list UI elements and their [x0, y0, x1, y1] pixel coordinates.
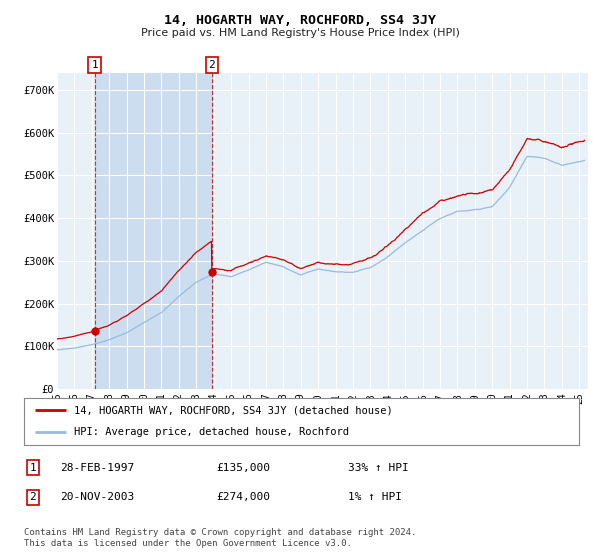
Text: 1% ↑ HPI: 1% ↑ HPI	[348, 492, 402, 502]
Text: 2: 2	[208, 60, 215, 70]
Text: 1: 1	[91, 60, 98, 70]
Text: Contains HM Land Registry data © Crown copyright and database right 2024.
This d: Contains HM Land Registry data © Crown c…	[24, 528, 416, 548]
Text: 33% ↑ HPI: 33% ↑ HPI	[348, 463, 409, 473]
Text: £135,000: £135,000	[216, 463, 270, 473]
Text: £274,000: £274,000	[216, 492, 270, 502]
Text: 28-FEB-1997: 28-FEB-1997	[60, 463, 134, 473]
Text: Price paid vs. HM Land Registry's House Price Index (HPI): Price paid vs. HM Land Registry's House …	[140, 28, 460, 38]
Text: 14, HOGARTH WAY, ROCHFORD, SS4 3JY (detached house): 14, HOGARTH WAY, ROCHFORD, SS4 3JY (deta…	[74, 405, 392, 416]
Bar	[95, 73, 212, 389]
Text: 14, HOGARTH WAY, ROCHFORD, SS4 3JY: 14, HOGARTH WAY, ROCHFORD, SS4 3JY	[164, 14, 436, 27]
Text: 2: 2	[29, 492, 37, 502]
Text: 20-NOV-2003: 20-NOV-2003	[60, 492, 134, 502]
Text: 1: 1	[29, 463, 37, 473]
Text: HPI: Average price, detached house, Rochford: HPI: Average price, detached house, Roch…	[74, 427, 349, 437]
